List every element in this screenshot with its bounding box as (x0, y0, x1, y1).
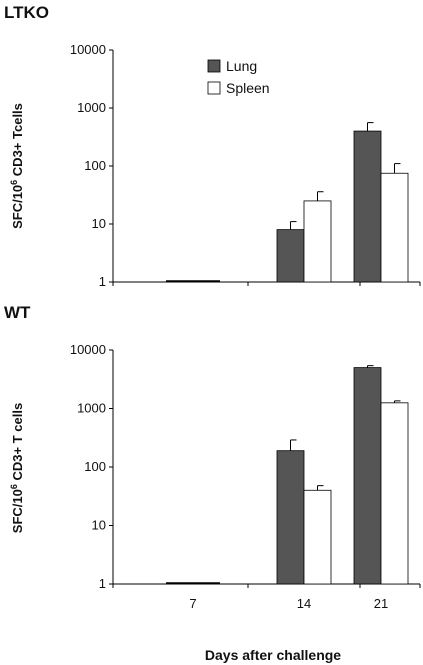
bar-lung-21 (353, 130, 382, 283)
y-axis-label: SFC/106 CD3+ T cells (9, 403, 25, 533)
legend-label-lung: Lung (226, 58, 257, 74)
y-tick-label: 1 (99, 274, 106, 289)
legend-swatch-spleen (207, 81, 221, 95)
bar-spleen-21 (380, 402, 409, 585)
x-tick-label: 7 (189, 596, 196, 611)
bar-lung-14 (276, 450, 305, 585)
bar-lung-14 (276, 229, 305, 283)
x-tick-label: 14 (297, 596, 311, 611)
ltko-panel: LTKO 1 10 100 1000 10000 SFC/106 CD3+ Tcells Lu… (4, 3, 421, 289)
y-tick-label: 1000 (77, 401, 106, 416)
legend-swatch-lung (207, 59, 221, 73)
panel-label: LTKO (4, 3, 49, 22)
legend-label-spleen: Spleen (226, 80, 270, 96)
y-tick-label: 10000 (70, 342, 106, 357)
bar-spleen-14 (303, 489, 332, 585)
y-tick-label: 1000 (77, 100, 106, 115)
y-tick-label: 10 (92, 518, 106, 533)
y-tick-label: 1 (99, 576, 106, 591)
y-tick-label: 100 (84, 158, 106, 173)
y-axis-label: SFC/106 CD3+ Tcells (9, 103, 25, 229)
panel-label: WT (4, 303, 31, 322)
wt-panel: WT 1 10 100 1000 10000 SFC/106 CD3+ T cells 7 14… (4, 303, 421, 663)
y-tick-label: 10 (92, 216, 106, 231)
x-tick-label: 21 (374, 596, 388, 611)
bar-lung-21 (353, 367, 382, 585)
x-axis-title: Days after challenge (205, 647, 341, 663)
y-tick-label: 100 (84, 459, 106, 474)
bar-spleen-14 (303, 200, 332, 283)
y-tick-label: 10000 (70, 42, 106, 57)
bar-spleen-21 (380, 172, 409, 283)
